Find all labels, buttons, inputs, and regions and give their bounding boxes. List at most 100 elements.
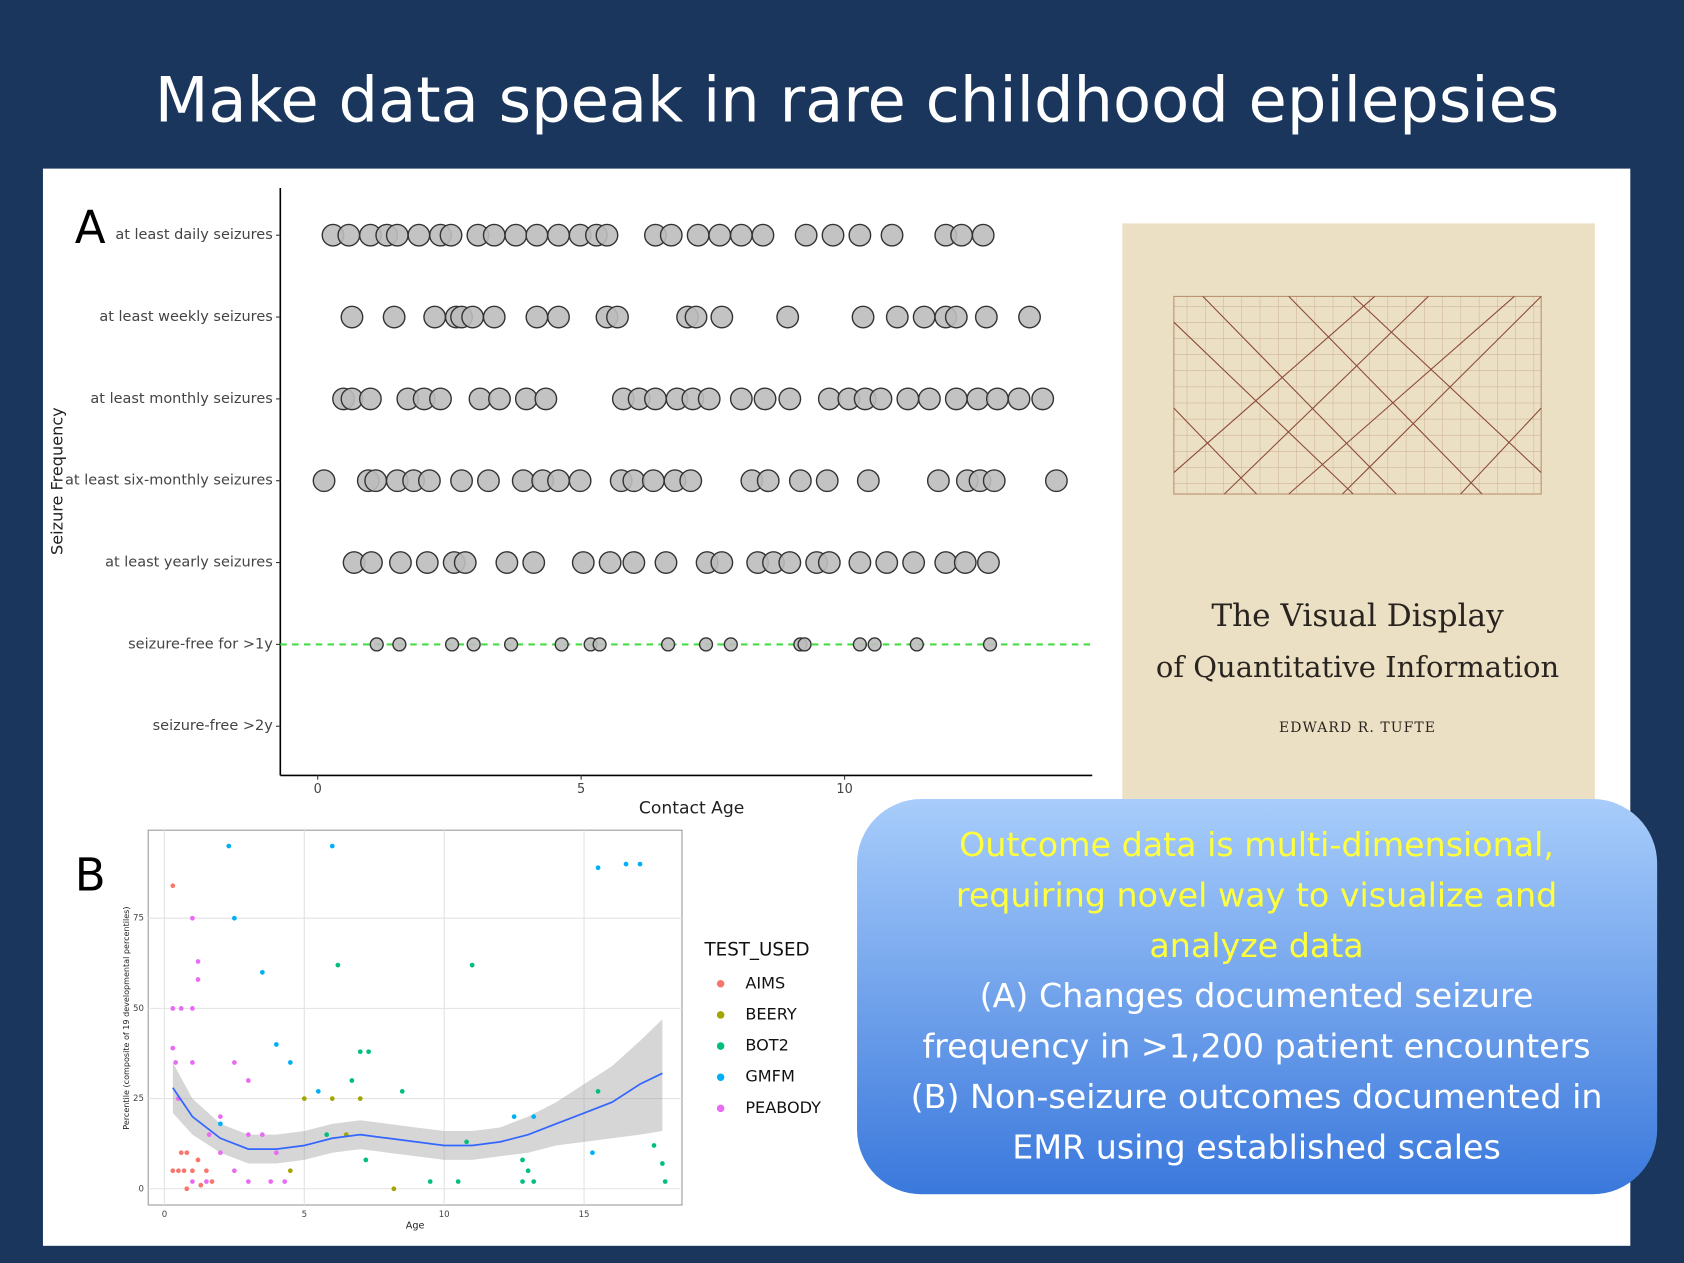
data-point [525, 305, 549, 329]
callout-text: (B) Non-seizure outcomes documented in [911, 1077, 1603, 1116]
data-point [417, 469, 441, 493]
data-point [204, 1179, 209, 1184]
data-point [966, 387, 990, 411]
panel-label: A [75, 201, 106, 254]
slide-title: Make data speak in rare childhood epilep… [155, 63, 1560, 136]
data-point [1031, 387, 1055, 411]
data-point [273, 1150, 279, 1156]
data-point [357, 1049, 363, 1055]
y-axis-label: Percentile (composite of 19 developmenta… [122, 907, 131, 1130]
data-point [817, 551, 841, 574]
data-point [469, 962, 475, 968]
x-tick-label: 0 [314, 782, 322, 797]
data-point [651, 1143, 657, 1148]
data-point [950, 223, 974, 247]
y-tick-label: seizure-free >2y [153, 718, 274, 734]
x-tick-label: 0 [162, 1210, 167, 1220]
data-point [547, 469, 570, 493]
data-point [335, 962, 341, 968]
data-point [821, 223, 845, 247]
data-point [324, 1132, 330, 1138]
data-point [708, 223, 732, 247]
data-point [776, 305, 800, 329]
data-point [259, 969, 265, 975]
data-point [337, 223, 361, 247]
y-tick-label: 75 [133, 914, 144, 924]
data-point [623, 861, 629, 867]
data-point [312, 469, 336, 493]
data-point [595, 223, 619, 247]
data-point [366, 1049, 372, 1055]
data-point [439, 223, 463, 247]
data-point [788, 469, 812, 493]
data-point [190, 1006, 195, 1011]
data-point [985, 387, 1009, 411]
data-point [794, 223, 818, 247]
data-point [450, 469, 473, 493]
data-point [867, 637, 882, 652]
data-point [455, 1179, 461, 1184]
data-point [315, 1089, 321, 1094]
data-point [522, 551, 546, 574]
data-point [880, 223, 904, 247]
legend-marker [716, 1073, 725, 1081]
data-point [778, 387, 802, 411]
data-point [495, 551, 519, 574]
data-point [391, 1186, 397, 1192]
data-point [912, 305, 936, 329]
book-lines [1173, 296, 1542, 495]
data-point [173, 1060, 178, 1065]
data-point [660, 1161, 665, 1166]
book-title: of Quantitative Information [1156, 650, 1559, 684]
data-point [287, 1060, 293, 1065]
data-point [531, 1114, 537, 1119]
data-point [547, 223, 570, 247]
callout-highlight: analyze data [1149, 926, 1363, 965]
data-point [268, 1179, 274, 1184]
data-point [340, 305, 364, 329]
y-tick-label: seizure-free for >1y [128, 636, 273, 652]
x-tick-label: 10 [836, 782, 852, 797]
legend-label: AIMS [745, 973, 785, 992]
data-point [679, 469, 703, 493]
data-point [926, 469, 950, 493]
data-point [697, 387, 721, 411]
data-point [209, 1179, 215, 1184]
data-point [453, 551, 477, 574]
data-point [971, 223, 995, 247]
y-tick-label: at least monthly seizures [90, 391, 272, 407]
data-point [195, 959, 201, 964]
legend-label: BOT2 [745, 1036, 788, 1055]
data-point [520, 1179, 525, 1184]
legend-label: PEABODY [745, 1098, 821, 1117]
data-point [622, 551, 646, 574]
callout-text: frequency in >1,200 patient encounters [922, 1027, 1590, 1066]
data-point [184, 1186, 190, 1192]
data-point [902, 551, 926, 574]
book-title: The Visual Display [1211, 598, 1504, 634]
data-point [204, 1168, 209, 1174]
data-point [232, 915, 237, 921]
x-tick-label: 5 [302, 1210, 307, 1220]
data-point [190, 915, 195, 921]
data-point [1044, 469, 1068, 493]
data-point [232, 1060, 237, 1065]
data-point [245, 1078, 251, 1083]
data-point [977, 551, 1000, 574]
data-point [476, 469, 500, 493]
data-point [654, 551, 678, 574]
data-point [184, 1150, 190, 1156]
book-author: EDWARD R. TUFTE [1279, 720, 1436, 736]
data-point [170, 883, 176, 889]
data-point [909, 637, 924, 652]
data-point [444, 637, 460, 652]
data-point [590, 1150, 595, 1156]
data-point [382, 305, 406, 329]
data-point [363, 1157, 369, 1163]
data-point [282, 1179, 288, 1184]
data-point [190, 1179, 195, 1184]
data-point [1018, 305, 1041, 329]
data-point [851, 305, 875, 329]
data-point [329, 843, 335, 849]
data-point [592, 637, 607, 652]
